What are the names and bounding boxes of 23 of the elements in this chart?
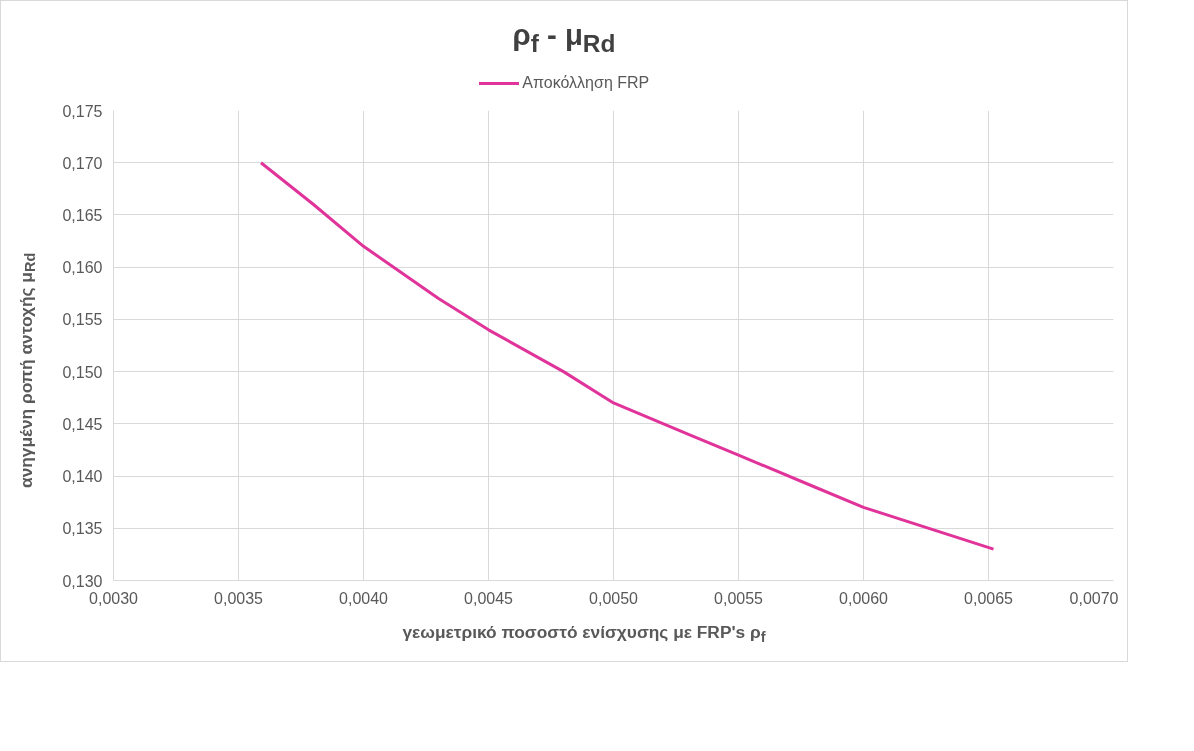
x-tick-label: 0,0050 (589, 589, 639, 607)
y-tick-label: 0,170 (62, 154, 103, 172)
y-tick-label: 0,150 (62, 363, 103, 381)
x-tick-label: 0,0045 (464, 589, 514, 607)
x-tick-label: 0,0040 (339, 589, 389, 607)
x-tick-label: 0,0065 (964, 589, 1014, 607)
y-tick-label: 0,175 (62, 102, 103, 120)
x-tick-label: 0,0055 (714, 589, 764, 607)
y-tick-label: 0,140 (62, 467, 103, 485)
y-tick-label: 0,135 (62, 519, 103, 537)
x-tick-label: 0,0030 (89, 589, 139, 607)
y-tick-label: 0,145 (62, 415, 103, 433)
x-tick-label: 0,0060 (839, 589, 889, 607)
y-tick-label: 0,160 (62, 258, 103, 276)
legend-label: Αποκόλληση FRP (521, 72, 650, 93)
x-axis-title: γεωμετρικό ποσοστό ενίσχυσης με FRP's ρ$_{f}$ (402, 620, 766, 648)
x-tick-label: 0,0070 (1069, 589, 1119, 607)
y-tick-label: 0,165 (62, 206, 103, 224)
x-tick-label: 0,0035 (214, 589, 264, 607)
y-tick-label: 0,155 (62, 311, 103, 328)
chart-title: ρ$_{f}$ - μ$_{Rd}$ (512, 17, 616, 59)
line-series (259, 160, 995, 551)
y-tick-label: 0,130 (62, 572, 103, 590)
